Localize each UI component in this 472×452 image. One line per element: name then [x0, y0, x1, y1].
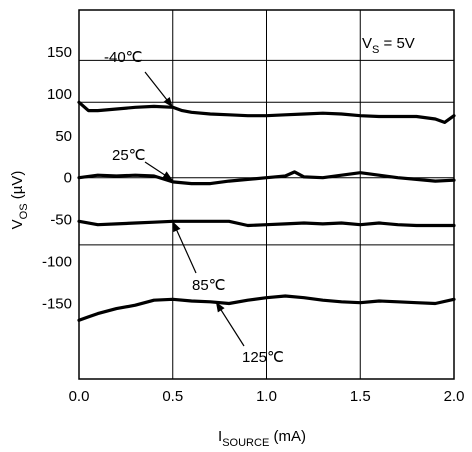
y-tick-label: -150	[42, 296, 72, 313]
x-axis-label-sub: SOURCE	[222, 437, 269, 449]
y-tick-label: 100	[47, 86, 72, 103]
y-tick-label: 0	[64, 170, 72, 187]
condition-label: VS = 5V	[362, 35, 415, 56]
annotation-arrowhead	[172, 221, 181, 233]
series-line-2	[77, 219, 456, 228]
y-tick-label: -100	[42, 254, 72, 271]
y-tick-label: 50	[55, 128, 72, 145]
y-axis-label-unit: (µV)	[9, 171, 26, 204]
annotation-label: 125℃	[242, 349, 284, 366]
series-line-3	[77, 294, 456, 322]
x-tick-label: 0.5	[162, 388, 183, 405]
x-axis-label: ISOURCE (mA)	[218, 428, 306, 449]
annotation-arrowhead	[162, 171, 173, 181]
condition-sub: S	[372, 44, 379, 56]
x-tick-label: 2.0	[444, 388, 465, 405]
annotation-label: 85℃	[192, 277, 226, 294]
annotation-layer: -40℃ 25℃ 85℃ 125℃	[104, 49, 284, 366]
series-line-1	[77, 170, 456, 186]
condition-main: V	[362, 35, 372, 52]
y-tick-label: -50	[50, 212, 72, 229]
x-axis-label-unit: (mA)	[269, 428, 306, 445]
x-tick-label: 0.0	[69, 388, 90, 405]
y-tick-label: 150	[47, 44, 72, 61]
annotation-label: 25℃	[112, 147, 146, 164]
x-tick-labels: 0.0 0.5 1.0 1.5 2.0	[69, 388, 465, 405]
annotation-label: -40℃	[104, 49, 143, 66]
y-axis-label-sub: OS	[18, 203, 30, 219]
series-layer	[77, 100, 456, 322]
y-tick-labels: 150 100 50 0 -50 -100 -150	[42, 44, 72, 313]
annotation-arrowhead	[215, 301, 225, 313]
plot-frame	[78, 9, 455, 380]
condition-rest: = 5V	[379, 35, 414, 52]
annotation-arrowhead	[163, 96, 173, 108]
x-tick-label: 1.0	[256, 388, 277, 405]
x-axis-label-main: I	[218, 428, 222, 445]
y-axis-label-main: V	[9, 219, 26, 229]
x-tick-label: 1.5	[350, 388, 371, 405]
series-line-0	[77, 100, 456, 124]
y-axis-label: VOS (µV)	[9, 171, 30, 230]
